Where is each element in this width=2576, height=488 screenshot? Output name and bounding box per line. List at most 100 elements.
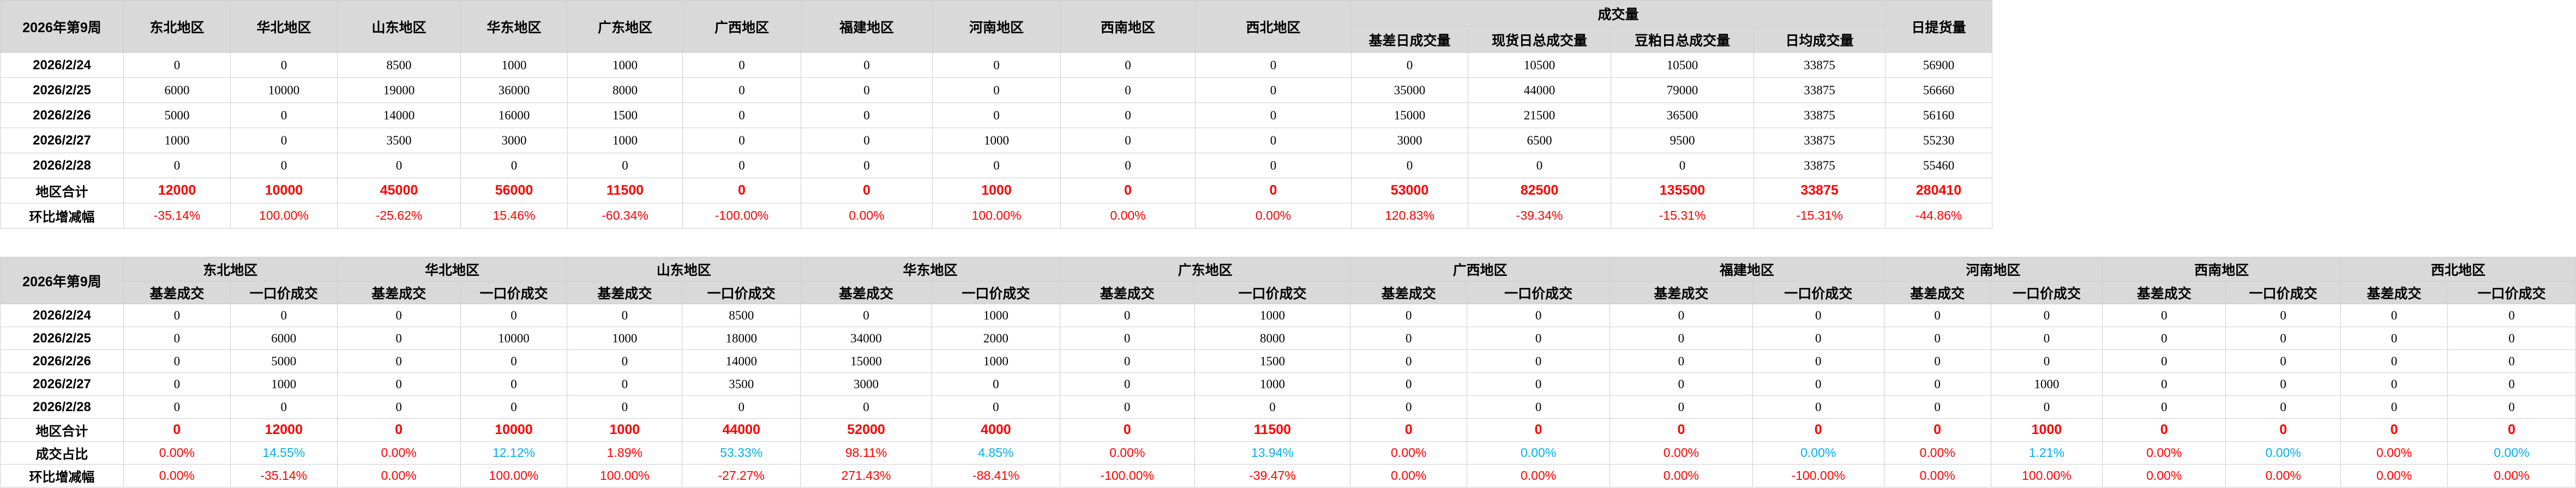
- value-cell: 120.83%: [1351, 203, 1468, 228]
- value-cell: 0: [1059, 418, 1195, 442]
- corner-cell: 2026年第9周: [0, 257, 124, 304]
- column-header: 河南地区: [932, 0, 1061, 53]
- value-cell: 0: [1610, 304, 1753, 327]
- value-cell: 0: [1059, 395, 1195, 419]
- value-cell: 44000: [1468, 77, 1611, 103]
- value-cell: 0: [1990, 395, 2103, 419]
- value-cell: 1000: [567, 327, 683, 350]
- value-cell: 0: [1752, 327, 1884, 350]
- value-cell: 0: [2225, 304, 2341, 327]
- value-cell: 0: [2225, 327, 2341, 350]
- sub-header: 基差成交: [2102, 281, 2226, 304]
- value-cell: 0: [123, 418, 231, 442]
- value-cell: -39.47%: [1194, 464, 1351, 487]
- value-cell: 0: [1195, 153, 1352, 178]
- column-header: 华北地区: [230, 0, 338, 53]
- value-cell: 0: [800, 395, 932, 419]
- value-cell: 10000: [230, 178, 338, 203]
- header-row: 基差成交 一口价成交 基差成交 一口价成交 基差成交 一口价成交 基差成交 一口价成交 基差成交…: [1, 281, 2576, 304]
- value-cell: 0: [801, 103, 933, 128]
- value-cell: 10500: [1468, 52, 1611, 78]
- value-cell: 0: [337, 304, 461, 327]
- value-cell: 0: [2447, 327, 2576, 350]
- data-row: 2026/2/25 6000 10000 19000 36000 8000 0 0 0 0 0 350…: [0, 77, 1992, 103]
- value-cell: 0: [1990, 327, 2103, 350]
- value-cell: 1000: [1990, 372, 2103, 396]
- value-cell: 13.94%: [1194, 441, 1351, 465]
- value-cell: 0: [1195, 52, 1352, 78]
- column-header: 豆粕日总成交量: [1611, 26, 1754, 53]
- sub-header: 基差成交: [1059, 281, 1195, 304]
- value-cell: 6500: [1468, 128, 1611, 153]
- value-cell: 0: [2340, 418, 2448, 442]
- value-cell: 0: [2225, 418, 2341, 442]
- value-cell: 11500: [1194, 418, 1351, 442]
- value-cell: 0: [123, 327, 231, 350]
- value-cell: -100.00%: [1059, 464, 1195, 487]
- row-label: 2026/2/24: [0, 304, 124, 327]
- value-cell: 0: [801, 178, 933, 203]
- data-row: 2026/2/24 0 0 8500 1000 1000 0 0 0 0 0 0 10500 10500 3…: [0, 52, 1992, 78]
- value-cell: 12000: [123, 178, 231, 203]
- value-cell: 19000: [337, 77, 461, 103]
- value-cell: 3000: [460, 128, 568, 153]
- value-cell: -100.00%: [682, 203, 801, 228]
- value-cell: -35.14%: [123, 203, 231, 228]
- value-cell: 0: [1883, 304, 1991, 327]
- row-label: 2026/2/28: [0, 153, 124, 178]
- value-cell: 0: [800, 304, 932, 327]
- value-cell: 34000: [800, 327, 932, 350]
- value-cell: 0: [801, 77, 933, 103]
- value-cell: 0.00%: [1610, 441, 1753, 465]
- value-cell: -44.86%: [1885, 203, 1992, 228]
- value-cell: 56160: [1885, 103, 1992, 128]
- value-cell: 33875: [1754, 103, 1886, 128]
- value-cell: 52000: [800, 418, 932, 442]
- data-row: 2026/2/24 0 0 0 0 0 8500 0 1000 0 1000 0 0 0 0 0 0 0 0 0 0: [0, 304, 2576, 327]
- value-cell: 0: [1468, 153, 1611, 178]
- region-header: 河南地区: [1883, 257, 2103, 281]
- sub-header: 一口价成交: [1467, 281, 1611, 304]
- value-cell: 0: [2102, 327, 2226, 350]
- value-cell: 8000: [567, 77, 683, 103]
- value-cell: 0: [931, 372, 1060, 396]
- value-cell: 3500: [337, 128, 461, 153]
- column-header: 山东地区: [337, 0, 461, 53]
- value-cell: 14000: [337, 103, 461, 128]
- column-header: 西北地区: [1195, 0, 1352, 53]
- value-cell: 1000: [1990, 418, 2103, 442]
- value-cell: 0.00%: [2447, 464, 2576, 487]
- value-cell: 0: [2447, 418, 2576, 442]
- value-cell: 0: [1883, 350, 1991, 373]
- value-cell: 0: [567, 350, 683, 373]
- value-cell: 0: [230, 304, 338, 327]
- value-cell: 0: [2102, 350, 2226, 373]
- value-cell: 56000: [460, 178, 568, 203]
- value-cell: 135500: [1611, 178, 1754, 203]
- header-row: 基差日成交量 现货日总成交量 豆粕日总成交量 日均成交量: [1, 26, 1992, 53]
- sub-header: 一口价成交: [682, 281, 801, 304]
- value-cell: 33875: [1754, 178, 1886, 203]
- row-label: 地区合计: [0, 418, 124, 442]
- value-cell: 0: [2102, 372, 2226, 396]
- value-cell: 33875: [1754, 52, 1886, 78]
- sub-header: 基差成交: [1883, 281, 1991, 304]
- row-label: 环比增减幅: [0, 203, 124, 228]
- value-cell: 0.00%: [1467, 464, 1611, 487]
- value-cell: 0: [2225, 372, 2341, 396]
- summary-table: 2026年第9周 东北地区 华北地区 山东地区 华东地区 广东地区 广西地区 福建地区 河南地区…: [0, 0, 1992, 228]
- value-cell: 10000: [230, 77, 338, 103]
- value-cell: 36000: [460, 77, 568, 103]
- value-cell: 0: [1060, 178, 1196, 203]
- value-cell: -25.62%: [337, 203, 461, 228]
- value-cell: 0: [1610, 327, 1753, 350]
- row-label: 2026/2/28: [0, 395, 124, 419]
- value-cell: 0.00%: [337, 464, 461, 487]
- value-cell: 55460: [1885, 153, 1992, 178]
- value-cell: 0: [337, 327, 461, 350]
- value-cell: 0: [801, 128, 933, 153]
- value-cell: 1000: [931, 350, 1060, 373]
- value-cell: 0: [682, 178, 801, 203]
- value-cell: 0: [1883, 327, 1991, 350]
